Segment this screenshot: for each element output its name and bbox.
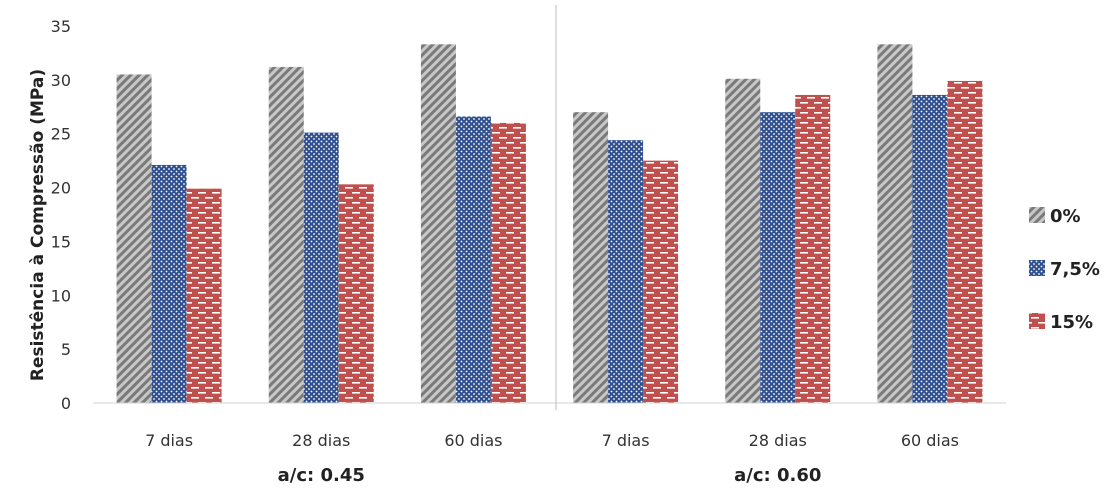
y-tick-label: 20 [51,179,71,198]
group-label: a/c: 0.45 [278,465,365,486]
bar-15%-1 [338,184,374,403]
legend-label: 0% [1050,206,1081,227]
x-tick-label: 28 dias [749,431,807,450]
group-labels: a/c: 0.45 a/c: 0.60 [278,465,822,486]
legend: 0% 7,5% 15% [1029,206,1100,333]
legend-label: 7,5% [1050,259,1100,280]
bar-7,5%-0 [151,164,187,403]
x-tick-label: 60 dias [901,431,959,450]
bar-15%-4 [795,94,831,404]
legend-swatch [1029,260,1045,276]
x-tick-label: 7 dias [145,431,193,450]
legend-swatch [1029,207,1045,223]
legend-swatch [1029,313,1045,329]
bar-7,5%-3 [608,140,644,404]
bar-0%-3 [573,112,609,404]
bar-15%-0 [186,188,222,403]
bar-15%-3 [643,160,679,403]
bar-15%-5 [947,80,983,403]
bar-7,5%-4 [760,112,796,404]
y-tick-label: 25 [51,125,71,144]
y-tick-label: 5 [61,340,71,359]
bar-0%-5 [877,44,913,403]
x-axis-ticks: 7 dias 28 dias 60 dias 7 dias 28 dias 60 dias [145,431,959,450]
bar-7,5%-1 [303,132,339,403]
y-axis-ticks: 0 5 10 15 20 25 30 35 [51,17,71,413]
group-label: a/c: 0.60 [734,465,821,486]
y-tick-label: 0 [61,394,71,413]
x-tick-label: 28 dias [292,431,350,450]
y-tick-label: 30 [51,71,71,90]
legend-label: 15% [1050,312,1093,333]
y-tick-label: 35 [51,17,71,36]
bar-7,5%-5 [912,94,948,404]
bar-0%-1 [268,66,304,403]
y-tick-label: 10 [51,286,71,305]
bar-0%-4 [725,78,761,403]
x-tick-label: 60 dias [444,431,502,450]
bar-0%-0 [116,74,152,403]
bar-7,5%-2 [455,116,491,403]
bar-0%-2 [420,44,456,403]
bar-15%-2 [490,122,526,403]
bars [116,44,983,404]
y-tick-label: 15 [51,232,71,251]
x-tick-label: 7 dias [602,431,650,450]
y-axis-label: Resistência à Compressão (MPa) [28,69,48,381]
